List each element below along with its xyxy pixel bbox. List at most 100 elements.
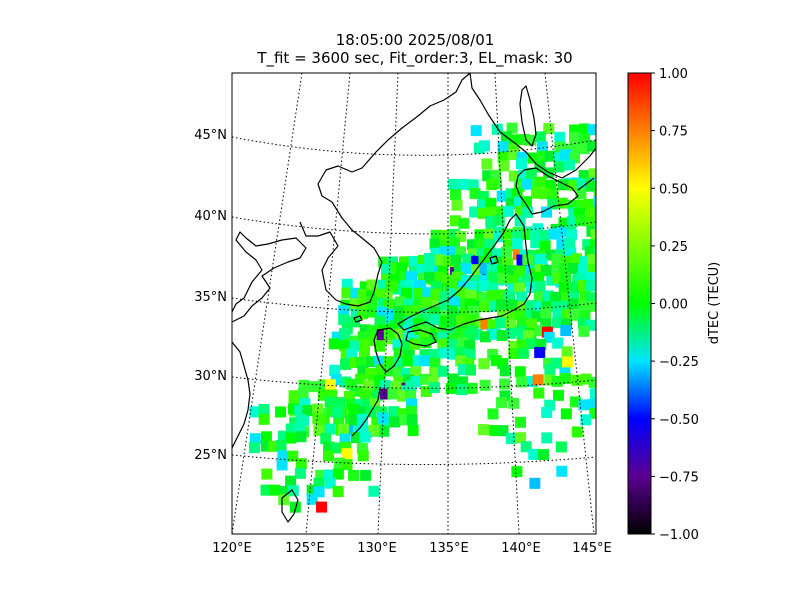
- dtec-cell: [526, 338, 538, 350]
- dtec-cell: [439, 229, 451, 241]
- dtec-cell: [380, 263, 392, 275]
- dtec-cell: [448, 316, 460, 328]
- dtec-cell: [512, 229, 524, 241]
- dtec-cell: [320, 433, 332, 445]
- dtec-cell: [569, 282, 581, 294]
- dtec-cell: [448, 278, 460, 290]
- dtec-cell: [376, 306, 388, 318]
- dtec-cell: [551, 357, 563, 369]
- dtec-cell: [555, 441, 567, 453]
- dtec-cell: [451, 199, 463, 211]
- dtec-cell: [389, 273, 401, 285]
- dtec-cell: [565, 229, 577, 241]
- dtec-cell: [357, 450, 369, 462]
- lat-label-35: 35°N: [194, 290, 227, 305]
- parallel-35n: [232, 297, 596, 313]
- dtec-cell: [365, 367, 377, 379]
- dtec-cell: [567, 262, 579, 274]
- dtec-cell: [448, 178, 460, 190]
- dtec-cell: [551, 253, 563, 265]
- dtec-cell: [466, 382, 478, 394]
- dtec-cell: [358, 405, 370, 417]
- dtec-cell: [258, 403, 270, 415]
- dtec-cell: [564, 238, 576, 250]
- dtec-cell: [554, 131, 566, 143]
- dtec-cell: [403, 298, 415, 310]
- dtec-cell: [507, 309, 519, 321]
- dtec-cell: [479, 331, 491, 343]
- dtec-cell: [477, 190, 489, 202]
- dtec-cell: [439, 246, 451, 258]
- dtec-cell: [285, 432, 297, 444]
- dtec-cell: [406, 414, 418, 426]
- meridian-150e: [544, 73, 595, 534]
- dtec-cell: [593, 196, 596, 208]
- dtec-cell: [357, 288, 369, 300]
- dtec-cell: [497, 289, 509, 301]
- dtec-cell: [558, 263, 570, 275]
- dtec-cell: [516, 376, 528, 388]
- dtec-cell: [506, 122, 518, 134]
- dtec-cell: [268, 440, 280, 452]
- dtec-cell: [513, 180, 525, 192]
- dtec-cell: [288, 396, 300, 408]
- lon-label-125: 125°E: [285, 541, 325, 556]
- dtec-cell: [487, 408, 499, 420]
- dtec-cell: [392, 339, 404, 351]
- dtec-cell: [341, 448, 353, 460]
- dtec-cell: [343, 390, 355, 402]
- dtec-cell: [578, 300, 590, 312]
- dtec-cell: [332, 486, 344, 498]
- dtec-cell: [547, 189, 559, 201]
- dtec-cell: [560, 149, 572, 161]
- dtec-cell: [413, 280, 425, 292]
- dtec-cell: [392, 366, 404, 378]
- dtec-cell: [497, 358, 509, 370]
- dtec-cell: [339, 328, 351, 340]
- dtec-cell: [429, 314, 441, 326]
- dtec-cell: [374, 288, 386, 300]
- dtec-cell: [368, 424, 380, 436]
- dtec-cell: [377, 279, 389, 291]
- dtec-cell: [434, 254, 446, 266]
- dtec-cell: [576, 272, 588, 284]
- dtec-cell: [350, 308, 362, 320]
- dtec-cell: [356, 442, 368, 454]
- dtec-cell: [511, 238, 523, 250]
- dtec-cell: [423, 263, 435, 275]
- dtec-cell: [318, 415, 330, 427]
- dtec-cell: [360, 389, 372, 401]
- dtec-cell: [340, 441, 352, 453]
- dtec-cell: [438, 324, 450, 336]
- coast-hokkaido: [515, 167, 579, 215]
- dtec-cell: [552, 337, 564, 349]
- dtec-cell: [394, 296, 406, 308]
- dtec-cell: [294, 421, 306, 433]
- dtec-cell: [317, 389, 329, 401]
- lat-label-45: 45°N: [194, 128, 227, 143]
- dtec-cell: [400, 340, 412, 352]
- dtec-cell: [487, 319, 499, 331]
- dtec-cell: [312, 413, 324, 425]
- dtec-cell: [448, 287, 460, 299]
- dtec-cell: [588, 398, 596, 410]
- dtec-cell: [536, 150, 548, 162]
- dtec-cell: [278, 494, 290, 506]
- dtec-cell: [393, 315, 405, 327]
- dtec-cell: [595, 217, 596, 229]
- lat-label-40: 40°N: [194, 209, 227, 224]
- dtec-cell: [514, 366, 526, 378]
- lat-label-25: 25°N: [194, 448, 227, 463]
- dtec-cell: [403, 331, 415, 343]
- coast-kyushu: [373, 327, 403, 373]
- lon-label-130: 130°E: [357, 541, 397, 556]
- lon-label-145: 145°E: [572, 541, 612, 556]
- dtec-cell: [349, 298, 361, 310]
- dtec-cell: [544, 399, 556, 411]
- dtec-cell: [381, 289, 393, 301]
- dtec-cell: [366, 290, 378, 302]
- dtec-cell: [514, 206, 526, 218]
- dtec-cell: [476, 199, 488, 211]
- dtec-cell: [419, 324, 431, 336]
- dtec-cell: [402, 355, 414, 367]
